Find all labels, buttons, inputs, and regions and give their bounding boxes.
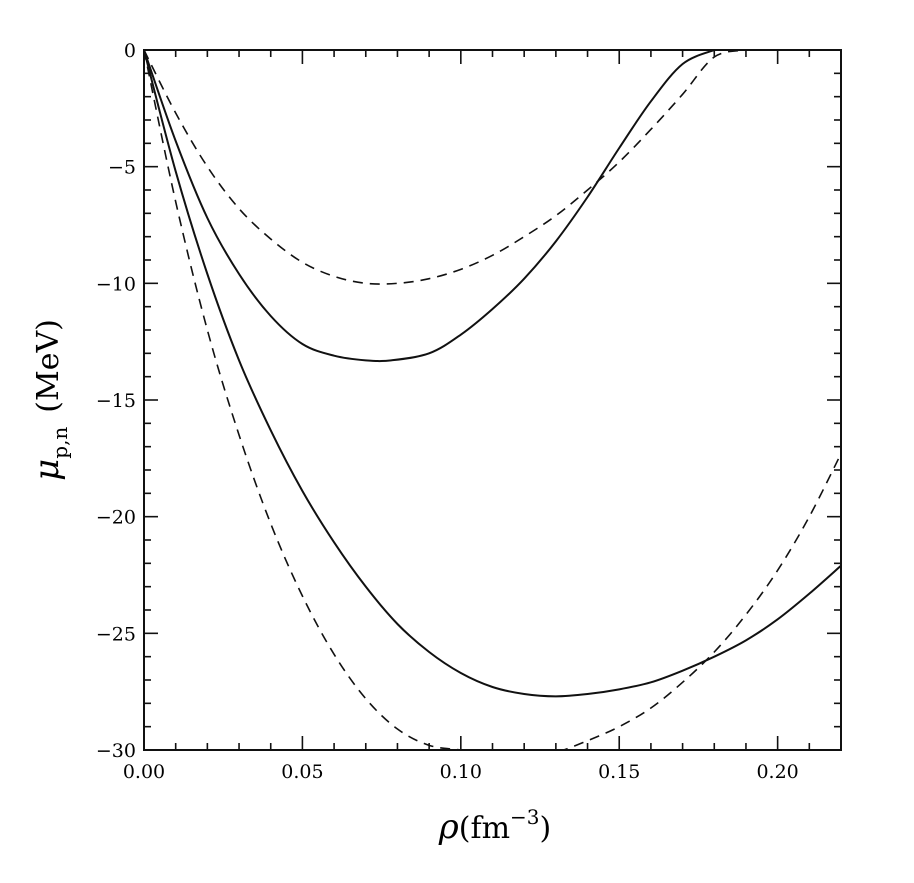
x-axis-exponent: −3: [510, 805, 539, 829]
series-line-2-dashed: [144, 50, 747, 285]
y-tick-label: −15: [96, 390, 136, 412]
y-tick-label: −30: [96, 740, 136, 762]
y-axis-unit: (MeV): [31, 319, 66, 413]
plot-frame: [143, 49, 842, 751]
series-line-1-solid: [144, 50, 715, 363]
x-tick-label: 0.15: [598, 761, 640, 783]
y-tick-label: 0: [124, 40, 136, 62]
x-axis-close: ): [540, 811, 552, 846]
axis-ticks: [143, 49, 842, 751]
y-axis-subscript: p,n: [48, 427, 72, 459]
y-tick-label: −10: [96, 273, 136, 295]
x-axis-label: ρ(fm−3): [438, 805, 551, 847]
x-tick-label: 0.10: [440, 761, 482, 783]
y-tick-label: −20: [96, 507, 136, 529]
tick-labels: 0.00 0.05 0.10 0.15 0.20 0 −5 −10 −15 −20 −25 −30: [96, 40, 799, 783]
series-line-4-dashed: [144, 50, 841, 750]
curves: [144, 50, 841, 750]
y-tick-label: −5: [108, 157, 136, 179]
y-tick-label: −25: [96, 623, 136, 645]
x-tick-label: 0.00: [123, 761, 165, 783]
x-axis-symbol: ρ: [438, 807, 459, 847]
x-axis-unit: (fm: [459, 811, 510, 846]
series-line-3-solid: [144, 50, 841, 698]
x-tick-label: 0.20: [756, 761, 798, 783]
x-tick-label: 0.05: [281, 761, 323, 783]
y-axis-symbol: μ: [27, 459, 67, 481]
y-axis-label: μp,n (MeV): [27, 319, 72, 481]
